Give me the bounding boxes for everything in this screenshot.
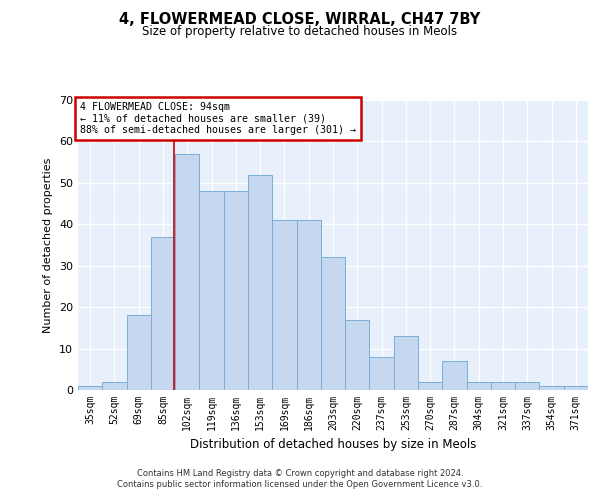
Bar	[224, 191, 248, 390]
Bar	[418, 382, 442, 390]
Text: Size of property relative to detached houses in Meols: Size of property relative to detached ho…	[142, 25, 458, 38]
Bar	[151, 236, 175, 390]
Bar	[515, 382, 539, 390]
Bar	[127, 316, 151, 390]
Bar	[539, 386, 564, 390]
Bar	[345, 320, 370, 390]
Bar	[321, 258, 345, 390]
Bar	[78, 386, 102, 390]
X-axis label: Distribution of detached houses by size in Meols: Distribution of detached houses by size …	[190, 438, 476, 452]
Bar	[564, 386, 588, 390]
Text: 4, FLOWERMEAD CLOSE, WIRRAL, CH47 7BY: 4, FLOWERMEAD CLOSE, WIRRAL, CH47 7BY	[119, 12, 481, 28]
Bar	[394, 336, 418, 390]
Text: 4 FLOWERMEAD CLOSE: 94sqm
← 11% of detached houses are smaller (39)
88% of semi-: 4 FLOWERMEAD CLOSE: 94sqm ← 11% of detac…	[80, 102, 356, 136]
Text: Contains HM Land Registry data © Crown copyright and database right 2024.: Contains HM Land Registry data © Crown c…	[137, 468, 463, 477]
Bar	[248, 174, 272, 390]
Y-axis label: Number of detached properties: Number of detached properties	[43, 158, 53, 332]
Bar	[102, 382, 127, 390]
Bar	[272, 220, 296, 390]
Bar	[467, 382, 491, 390]
Bar	[491, 382, 515, 390]
Bar	[442, 361, 467, 390]
Bar	[370, 357, 394, 390]
Text: Contains public sector information licensed under the Open Government Licence v3: Contains public sector information licen…	[118, 480, 482, 489]
Bar	[199, 191, 224, 390]
Bar	[296, 220, 321, 390]
Bar	[175, 154, 199, 390]
